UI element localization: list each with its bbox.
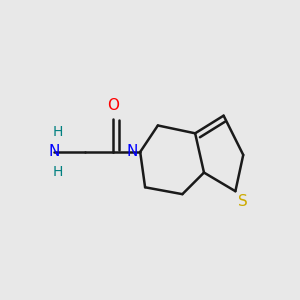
Text: N: N xyxy=(48,145,59,160)
Text: H: H xyxy=(53,125,63,139)
Text: O: O xyxy=(107,98,119,113)
Text: H: H xyxy=(53,165,63,179)
Text: S: S xyxy=(238,194,248,209)
Text: N: N xyxy=(127,145,138,160)
